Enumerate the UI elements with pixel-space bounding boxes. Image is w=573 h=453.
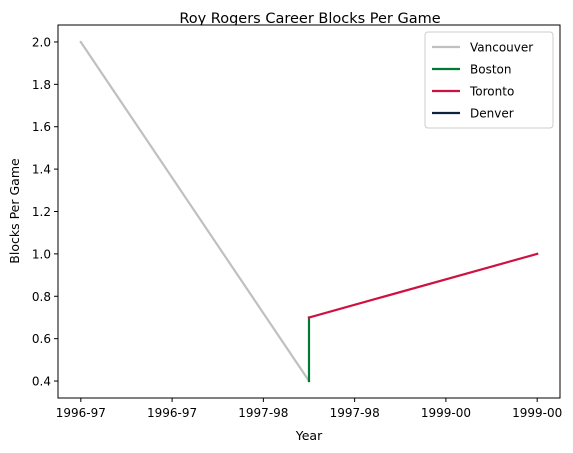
series-line-vancouver xyxy=(79,40,311,383)
y-axis-label: Blocks Per Game xyxy=(7,158,22,264)
y-tick-label: 1.6 xyxy=(32,120,51,134)
legend: Vancouver Boston Toronto Denver xyxy=(424,31,554,129)
legend-label: Toronto xyxy=(469,85,514,99)
legend-box xyxy=(424,31,554,129)
y-tick-label: 1.2 xyxy=(32,205,51,219)
y-tick-label: 1.8 xyxy=(32,78,51,92)
x-tick-label: 1996-97 xyxy=(147,406,197,420)
y-tick-label: 0.6 xyxy=(32,332,51,346)
x-axis-label: Year xyxy=(295,428,323,443)
y-tick-label: 2.0 xyxy=(32,35,51,49)
y-tick-label: 1.4 xyxy=(32,163,51,177)
x-axis: 1996-97 1996-97 1997-98 1997-98 1999-00 1999-… xyxy=(56,398,562,420)
legend-label: Vancouver xyxy=(470,41,533,55)
y-axis: 0.4 0.6 0.8 1.0 1.2 1.4 1.6 1.8 2.0 xyxy=(32,35,58,389)
x-tick-label: 1996-97 xyxy=(56,406,106,420)
y-tick-label: 1.0 xyxy=(32,247,51,261)
x-tick-label: 1999-00 xyxy=(421,406,471,420)
x-tick-label: 1997-98 xyxy=(330,406,380,420)
legend-label: Boston xyxy=(470,63,511,77)
series-line-toronto xyxy=(307,252,539,319)
y-tick-label: 0.8 xyxy=(32,290,51,304)
y-tick-label: 0.4 xyxy=(32,375,51,389)
series-lines xyxy=(79,40,539,383)
x-tick-label: 1997-98 xyxy=(238,406,288,420)
chart-title: Roy Rogers Career Blocks Per Game xyxy=(179,11,440,27)
legend-label: Denver xyxy=(470,107,514,121)
x-tick-label: 1999-00 xyxy=(512,406,562,420)
